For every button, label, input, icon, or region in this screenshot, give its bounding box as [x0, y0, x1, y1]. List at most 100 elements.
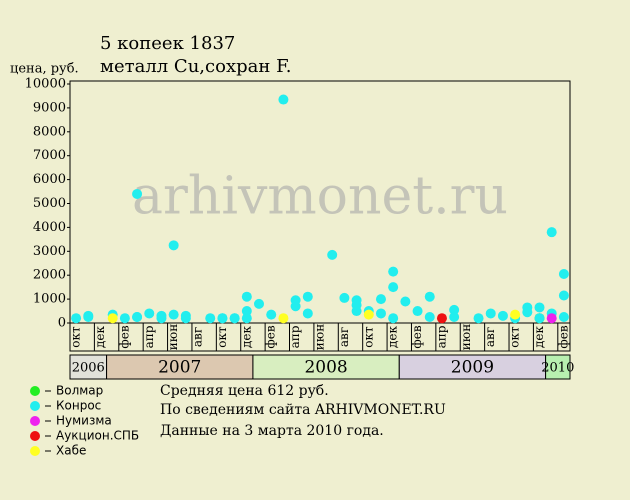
note: Данные на 3 марта 2010 года.: [160, 423, 384, 439]
legend-marker: [30, 401, 40, 411]
data-point: [497, 310, 508, 321]
data-point: [119, 313, 130, 324]
x-tick-label: авг: [337, 327, 351, 347]
legend-label: Хабе: [56, 444, 86, 458]
x-tick-label: дек: [93, 326, 107, 348]
y-tick-label: 6000: [33, 172, 66, 187]
y-tick-label: 2000: [33, 268, 66, 283]
year-label: 2006: [72, 361, 105, 376]
x-tick-label: окт: [361, 326, 375, 348]
year-label: 2008: [304, 358, 347, 378]
data-point: [241, 306, 252, 317]
note: По сведениям сайта ARHIVMONET.RU: [160, 402, 446, 418]
x-tick-label: апр: [434, 325, 448, 348]
legend-label: Аукцион.СПБ: [56, 429, 139, 443]
data-point: [424, 291, 435, 302]
data-point: [412, 306, 423, 317]
data-point: [558, 269, 569, 280]
data-point: [71, 313, 82, 324]
x-tick-label: фев: [264, 325, 278, 348]
x-tick-label: фев: [556, 325, 570, 348]
year-label: 2007: [158, 358, 201, 378]
year-label: 2009: [451, 358, 494, 378]
x-tick-label: дек: [239, 326, 253, 348]
data-point: [156, 313, 167, 324]
month-strip: [69, 322, 571, 352]
x-tick-label: июн: [166, 324, 180, 350]
data-point: [278, 94, 289, 105]
year-band: [69, 354, 108, 380]
data-point: [107, 313, 118, 324]
y-tick-label: 5000: [33, 196, 66, 211]
x-tick-label: авг: [483, 327, 497, 347]
x-tick-label: окт: [508, 326, 522, 348]
data-point: [290, 295, 301, 306]
chart-subtitle: металл Cu,сохран F.: [100, 56, 291, 77]
note: Средняя цена 612 руб.: [160, 383, 329, 399]
data-point: [534, 313, 545, 324]
data-point: [339, 292, 350, 303]
legend-label: Волмар: [56, 384, 103, 398]
y-tick-label: 3000: [33, 244, 66, 259]
data-point: [388, 266, 399, 277]
data-point: [254, 298, 265, 309]
x-tick-label: авг: [191, 327, 205, 347]
data-point: [266, 309, 277, 320]
data-point: [278, 313, 289, 324]
data-point: [327, 249, 338, 260]
legend-label: Нумизма: [56, 414, 112, 428]
y-tick-label: 10000: [25, 77, 66, 92]
data-point: [436, 313, 447, 324]
y-tick-label: 9000: [33, 100, 66, 115]
legend-label: Конрос: [56, 399, 101, 413]
data-point: [168, 309, 179, 320]
y-tick-label: 0: [58, 316, 66, 331]
data-point: [363, 309, 374, 320]
data-point: [485, 308, 496, 319]
data-point: [302, 291, 313, 302]
legend-marker: [30, 446, 40, 456]
data-point: [510, 309, 521, 320]
y-tick-label: 1000: [33, 292, 66, 307]
chart-title: 5 копеек 1837: [100, 33, 235, 54]
data-point: [558, 290, 569, 301]
data-point: [302, 308, 313, 319]
y-tick-label: 8000: [33, 124, 66, 139]
x-tick-label: апр: [288, 325, 302, 348]
data-point: [424, 312, 435, 323]
plot-area: [69, 80, 571, 324]
data-point: [168, 240, 179, 251]
x-tick-label: июн: [313, 324, 327, 350]
data-point: [132, 312, 143, 323]
legend-marker: [30, 431, 40, 441]
x-tick-label: дек: [532, 326, 546, 348]
data-point: [241, 291, 252, 302]
data-point: [400, 296, 411, 307]
x-tick-label: апр: [142, 325, 156, 348]
x-tick-label: дек: [386, 326, 400, 348]
data-point: [558, 312, 569, 323]
year-band: [545, 354, 571, 380]
data-point: [388, 282, 399, 293]
x-tick-label: фев: [410, 325, 424, 348]
y-tick-label: 4000: [33, 220, 66, 235]
data-point: [205, 313, 216, 324]
data-point: [241, 313, 252, 324]
legend-marker: [30, 416, 40, 426]
data-point: [83, 310, 94, 321]
data-point: [217, 313, 228, 324]
data-point: [229, 313, 240, 324]
data-point: [180, 310, 191, 321]
data-point: [375, 294, 386, 305]
year-label: 2010: [541, 361, 574, 376]
x-tick-label: фев: [117, 325, 131, 348]
data-point: [144, 308, 155, 319]
data-point: [534, 302, 545, 313]
data-point: [449, 312, 460, 323]
legend-marker: [30, 386, 40, 396]
data-point: [473, 313, 484, 324]
x-tick-label: окт: [69, 326, 83, 348]
year-band: [398, 354, 547, 380]
watermark: arhivmonet.ru: [132, 167, 508, 227]
